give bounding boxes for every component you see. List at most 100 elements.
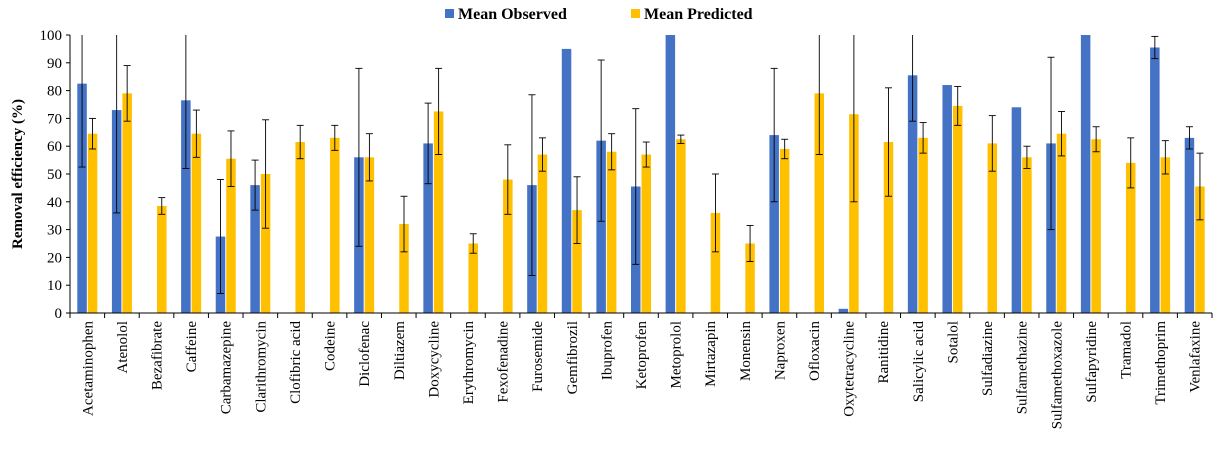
error-bar-predicted-clofibric-acid xyxy=(296,124,304,160)
y-tick-label: 90 xyxy=(47,56,62,72)
x-tick-label-salicylic-acid: Salicylic acid xyxy=(911,321,927,403)
bar-predicted-diltiazem xyxy=(399,224,409,313)
x-tick-label-tramadol: Tramadol xyxy=(1118,321,1134,379)
error-bar-predicted-sulfadiazine xyxy=(988,115,996,172)
x-tick-label-sulfamethoxazole: Sulfamethoxazole xyxy=(1049,321,1065,430)
x-tick-label-acetaminophen: Acetaminophen xyxy=(80,321,96,416)
error-bar-predicted-gemfibrozil xyxy=(573,176,581,244)
bar-predicted-sulfadiazine xyxy=(987,143,998,313)
bar-predicted-diclofenac xyxy=(364,157,375,313)
error-bar-predicted-diltiazem xyxy=(400,195,408,253)
y-tick-label: 0 xyxy=(55,306,63,322)
y-tick-label: 10 xyxy=(47,278,62,294)
error-bar-predicted-monensin xyxy=(746,224,754,263)
error-bar-observed-atenolol xyxy=(113,35,121,214)
error-bar-predicted-ofloxacin xyxy=(815,35,823,155)
error-bar-predicted-ranitidine xyxy=(884,87,892,197)
y-tick-label: 60 xyxy=(47,139,62,155)
x-tick-label-fexofenadine: Fexofenadine xyxy=(496,321,512,403)
x-tick-label-diclofenac: Diclofenac xyxy=(357,321,373,387)
bar-predicted-mirtazapin xyxy=(710,212,721,313)
error-bar-observed-furosemide xyxy=(528,94,536,276)
x-tick-label-diltiazem: Diltiazem xyxy=(392,321,408,380)
bar-observed-caffeine xyxy=(181,100,191,313)
error-bar-observed-naproxen xyxy=(770,67,778,203)
bar-predicted-ibuprofen xyxy=(606,151,617,313)
x-tick-label-metoprolol: Metoprolol xyxy=(669,321,685,389)
error-bar-observed-sulfamethoxazole xyxy=(1047,56,1055,231)
y-tick-label: 30 xyxy=(47,223,62,239)
y-tick-label: 70 xyxy=(47,111,62,127)
error-bar-predicted-naproxen xyxy=(781,138,789,160)
legend-swatch-mean-predicted xyxy=(631,9,640,18)
bar-observed-salicylic-acid xyxy=(907,75,918,313)
bar-observed-sotalol xyxy=(942,85,952,313)
error-bar-predicted-sulfamethazine xyxy=(1023,145,1031,169)
error-bar-predicted-codeine xyxy=(331,124,339,151)
bar-observed-gemfibrozil xyxy=(561,48,572,314)
bar-predicted-venlafaxine xyxy=(1195,186,1205,313)
bar-predicted-clofibric-acid xyxy=(295,142,305,313)
x-tick-label-ketoprofen: Ketoprofen xyxy=(634,321,650,390)
error-bar-predicted-metoprolol xyxy=(677,134,685,144)
y-tick-label: 40 xyxy=(47,195,62,211)
y-axis-ticks: 0 10 20 30 40 50 60 70 80 90 100 xyxy=(40,28,70,322)
bar-observed-metoprolol xyxy=(665,35,676,313)
x-tick-label-furosemide: Furosemide xyxy=(530,321,546,392)
bar-observed-trimethoprim xyxy=(1150,47,1160,313)
bar-predicted-salicylic-acid xyxy=(918,137,928,313)
legend: Mean Observed Mean Predicted xyxy=(445,6,753,23)
x-tick-label-sotalol: Sotalol xyxy=(945,321,961,364)
bar-observed-clarithromycin xyxy=(250,185,260,313)
error-bar-observed-diclofenac xyxy=(355,67,363,247)
x-tick-label-ofloxacin: Ofloxacin xyxy=(807,321,823,381)
bar-observed-oxytetracycline xyxy=(838,308,849,313)
bar-predicted-sulfapyridine xyxy=(1091,139,1101,313)
error-bar-predicted-tramadol xyxy=(1127,137,1135,189)
bar-predicted-fexofenadine xyxy=(503,179,513,313)
bar-predicted-sulfamethazine xyxy=(1022,157,1032,313)
error-bar-observed-carbamazepine xyxy=(216,179,224,294)
bar-predicted-bezafibrate xyxy=(157,205,167,313)
bar-predicted-erythromycin xyxy=(468,243,478,313)
bar-predicted-clarithromycin xyxy=(260,174,271,313)
bar-observed-doxycycline xyxy=(423,143,433,313)
y-tick-label: 100 xyxy=(40,28,63,44)
x-tick-label-naproxen: Naproxen xyxy=(772,321,788,381)
y-tick-label: 80 xyxy=(47,84,62,100)
error-bar-observed-venlafaxine xyxy=(1185,126,1193,150)
x-tick-label-erythromycin: Erythromycin xyxy=(461,321,477,405)
error-bar-predicted-acetaminophen xyxy=(89,117,97,150)
legend-swatch-mean-observed xyxy=(445,9,454,18)
bar-predicted-doxycycline xyxy=(433,111,444,313)
error-bar-observed-acetaminophen xyxy=(78,35,86,168)
error-bar-predicted-clarithromycin xyxy=(262,119,270,229)
legend-label-mean-observed: Mean Observed xyxy=(458,6,567,23)
x-tick-label-sulfamethazine: Sulfamethazine xyxy=(1015,321,1031,415)
x-tick-label-codeine: Codeine xyxy=(323,321,339,371)
error-bar-predicted-diclofenac xyxy=(365,133,373,182)
error-bar-predicted-atenolol xyxy=(123,65,131,122)
bar-predicted-gemfibrozil xyxy=(572,210,582,313)
error-bar-observed-ketoprofen xyxy=(632,108,640,265)
bar-observed-naproxen xyxy=(769,135,779,313)
bar-predicted-monensin xyxy=(745,243,755,313)
x-tick-label-clofibric-acid: Clofibric acid xyxy=(288,321,304,404)
error-bar-predicted-erythromycin xyxy=(469,233,477,254)
x-tick-label-sulfadiazine: Sulfadiazine xyxy=(980,321,996,396)
error-bar-predicted-doxycycline xyxy=(435,67,443,155)
x-tick-label-monensin: Monensin xyxy=(738,321,754,382)
bar-predicted-atenolol xyxy=(122,93,132,313)
y-tick-label: 50 xyxy=(47,167,62,183)
bar-observed-sulfamethazine xyxy=(1011,107,1022,313)
error-bar-predicted-venlafaxine xyxy=(1196,152,1204,221)
error-bar-predicted-ibuprofen xyxy=(608,133,616,171)
error-bar-observed-caffeine xyxy=(182,35,190,169)
error-bar-predicted-salicylic-acid xyxy=(919,122,927,154)
bar-predicted-sulfamethoxazole xyxy=(1056,133,1067,313)
error-bar-predicted-carbamazepine xyxy=(227,130,235,187)
bars xyxy=(77,35,1205,314)
error-bar-observed-doxycycline xyxy=(424,102,432,185)
bar-predicted-furosemide xyxy=(537,154,548,313)
